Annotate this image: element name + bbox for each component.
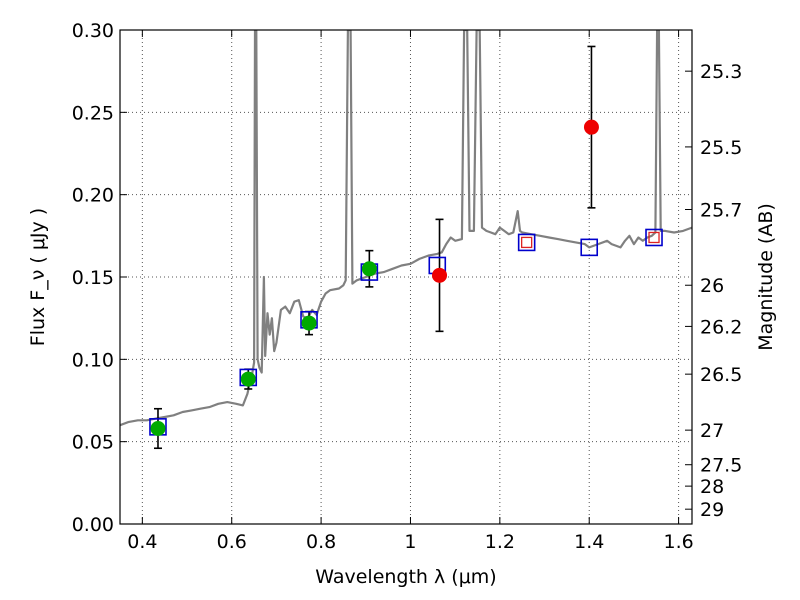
y-axis-label: Flux F_ν ( μJy )	[27, 208, 49, 346]
ticks: 0.4 0.6 0.8 1 1.2 1.4 1.6 0.00 0.05 0.10 0.15 0.20 0…	[72, 20, 743, 553]
green-point	[240, 371, 256, 387]
y-tick-label: 0.00	[72, 514, 114, 536]
model-square	[580, 238, 599, 257]
x-tick-label: 1	[404, 531, 416, 553]
y2-tick-label: 28	[700, 476, 724, 498]
plot-area	[120, 30, 692, 450]
y2-tick-label: 25.7	[700, 199, 742, 221]
x-tick-label: 1.6	[663, 531, 693, 553]
y2-tick-label: 25.5	[700, 137, 742, 159]
green-point	[150, 420, 166, 436]
y2-tick-label: 29	[700, 499, 724, 521]
red-inner-square	[521, 236, 533, 249]
y-tick-label: 0.30	[72, 20, 114, 42]
y2-tick-label: 26.5	[700, 364, 742, 386]
red-point	[432, 267, 448, 283]
x-tick-label: 0.8	[306, 531, 336, 553]
y2-tick-label: 25.3	[700, 61, 742, 83]
y2-tick-label: 27.5	[700, 455, 742, 477]
y-tick-label: 0.25	[72, 102, 114, 124]
y2-axis-label: Magnitude (AB)	[755, 203, 777, 351]
y-tick-label: 0.15	[72, 267, 114, 289]
y2-tick-label: 27	[700, 420, 724, 442]
x-axis-label: Wavelength λ (μm)	[315, 566, 496, 588]
x-tick-label: 1.2	[485, 531, 515, 553]
y-tick-label: 0.20	[72, 185, 114, 207]
model-square	[517, 233, 536, 252]
red-point	[583, 119, 599, 135]
x-tick-label: 0.6	[217, 531, 247, 553]
y2-tick-label: 26.2	[700, 316, 742, 338]
model-square	[645, 228, 663, 247]
y-tick-label: 0.05	[72, 432, 114, 454]
green-point	[361, 261, 377, 277]
red-inner-square	[648, 231, 660, 244]
green-point	[301, 315, 317, 331]
sed-spectrum-line	[120, 30, 692, 427]
y2-tick-label: 26	[700, 275, 724, 297]
x-tick-label: 1.4	[574, 531, 604, 553]
y-tick-label: 0.10	[72, 349, 114, 371]
x-tick-label: 0.4	[127, 531, 157, 553]
